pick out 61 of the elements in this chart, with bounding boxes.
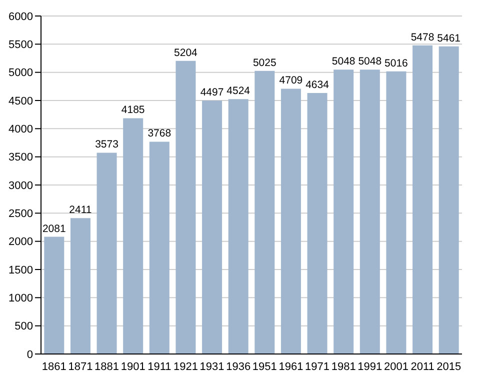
data-label: 3573 (95, 138, 119, 151)
y-tick-label: 500 (14, 320, 33, 333)
x-tick-label: 2015 (436, 360, 462, 373)
x-tick-label: 1981 (331, 360, 356, 373)
data-label: 2081 (42, 222, 66, 235)
bar (149, 142, 170, 354)
bar (334, 70, 354, 354)
bar (70, 218, 90, 354)
bar (228, 99, 248, 354)
bar (360, 70, 380, 354)
data-label: 4497 (200, 86, 224, 99)
bar (254, 70, 275, 354)
data-label: 4524 (226, 85, 250, 98)
y-tick-label: 4000 (8, 124, 33, 136)
x-tick-label: 1871 (68, 360, 93, 373)
data-label: 2411 (69, 204, 92, 216)
data-label: 5025 (252, 56, 276, 69)
x-tick-label: 1911 (148, 360, 172, 373)
y-tick-label: 3000 (8, 180, 33, 192)
y-tick-label: 0 (26, 348, 33, 361)
x-tick-label: 1971 (305, 360, 330, 373)
data-label: 4709 (279, 74, 303, 87)
y-tick-label: 3500 (8, 152, 33, 164)
bar (386, 71, 406, 354)
bar (438, 46, 459, 354)
data-label: 4634 (306, 78, 330, 91)
y-tick-label: 1000 (8, 292, 33, 305)
bar (202, 100, 222, 354)
y-tick-label: 6000 (8, 10, 33, 23)
x-tick-label: 1881 (94, 360, 120, 373)
bar (96, 152, 117, 354)
data-label: 5048 (358, 56, 382, 68)
x-tick-label: 1901 (120, 360, 146, 373)
data-label: 5461 (437, 32, 461, 44)
bar (123, 118, 144, 354)
data-label: 4185 (121, 104, 145, 116)
bar (412, 45, 433, 354)
y-tick-label: 1500 (8, 264, 33, 276)
x-tick-label: 2011 (410, 360, 434, 373)
x-tick-label: 1861 (42, 360, 66, 373)
y-tick-label: 2000 (8, 236, 33, 248)
y-tick-label: 2500 (8, 208, 33, 220)
data-label: 5016 (384, 57, 408, 70)
x-tick-label: 1951 (252, 360, 277, 373)
x-tick-label: 1991 (358, 360, 382, 373)
data-label: 5204 (174, 46, 198, 59)
y-tick-label: 4500 (8, 95, 33, 108)
y-tick-label: 5000 (8, 67, 33, 80)
data-label: 5478 (410, 31, 434, 44)
bar (176, 60, 196, 354)
bar (44, 236, 64, 354)
x-tick-label: 1961 (278, 360, 304, 373)
y-tick-label: 5500 (8, 39, 33, 52)
x-tick-label: 1936 (226, 360, 251, 373)
x-tick-label: 1931 (200, 360, 224, 373)
x-tick-label: 2001 (384, 360, 408, 373)
bar (280, 88, 301, 354)
x-tick-label: 1921 (173, 360, 198, 373)
bar (307, 92, 328, 354)
data-label: 5048 (332, 56, 356, 68)
data-label: 3768 (148, 128, 172, 140)
